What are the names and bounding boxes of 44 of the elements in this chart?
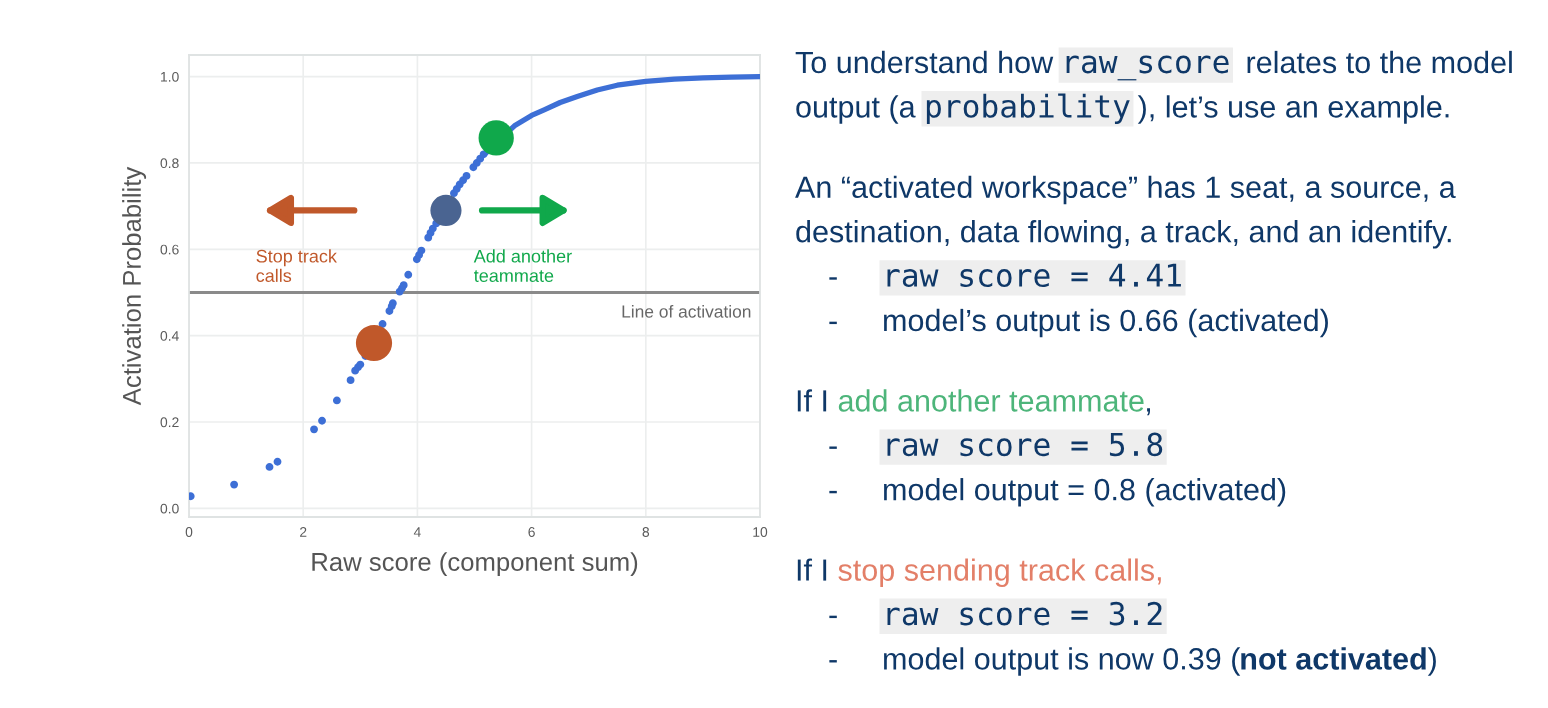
x-tick-label: 2	[300, 527, 307, 537]
text: model’s output is 0.66 (activated)	[884, 308, 1328, 338]
text: not activated	[1241, 647, 1426, 670]
text: probability	[926, 93, 1130, 124]
text: destination, data flowing, a track, and an identify.	[796, 220, 1451, 249]
text: add another teammate	[838, 389, 1144, 412]
text: -	[829, 321, 837, 325]
x-tick-label: 10	[753, 527, 768, 537]
text: -	[829, 615, 837, 619]
text: output (a	[796, 95, 916, 124]
y-tick-label: 0.8	[160, 158, 179, 169]
text: If I	[797, 389, 827, 412]
text: raw score = 4.41	[887, 263, 1181, 288]
y-tick-label: 0.4	[160, 330, 179, 341]
y-axis-title: Activation Probability	[122, 166, 147, 406]
text: raw score = 3.2	[887, 601, 1162, 626]
text: ,	[1147, 408, 1150, 416]
ref-line-label: Line of activation	[622, 304, 751, 318]
text: An “activated workspace” has 1 seat, a source, a	[795, 175, 1456, 205]
y-tick-label: 0.0	[160, 503, 179, 514]
annotation: Add another teammate	[473, 249, 572, 283]
x-tick-label: 4	[413, 527, 421, 537]
text: -	[829, 490, 837, 494]
x-tick-label: 6	[528, 527, 535, 537]
y-tick-label: 0.2	[160, 417, 179, 428]
text: raw_score	[1066, 55, 1229, 81]
annotation: Stop track calls	[256, 249, 337, 283]
x-tick-label: 0	[185, 527, 193, 537]
text: model output = 0.8 (activated)	[884, 478, 1286, 507]
text: -	[829, 446, 837, 449]
y-tick-label: 1.0	[161, 71, 179, 82]
text: relates to the model	[1247, 50, 1512, 74]
y-tick-label: 0.6	[160, 244, 179, 255]
text: raw score = 5.8	[887, 432, 1163, 457]
text: If I	[797, 558, 827, 581]
text: ), let’s use an example.	[1137, 95, 1449, 124]
x-tick-label: 8	[642, 527, 650, 537]
text: model output is now 0.39 (	[884, 647, 1241, 676]
text: )	[1427, 647, 1436, 676]
text: To understand how	[795, 50, 1054, 74]
text: -	[829, 660, 837, 663]
text: -	[829, 277, 837, 280]
x-axis-title: Raw score (component sum)	[312, 552, 638, 577]
text: stop sending track calls,	[838, 558, 1161, 587]
